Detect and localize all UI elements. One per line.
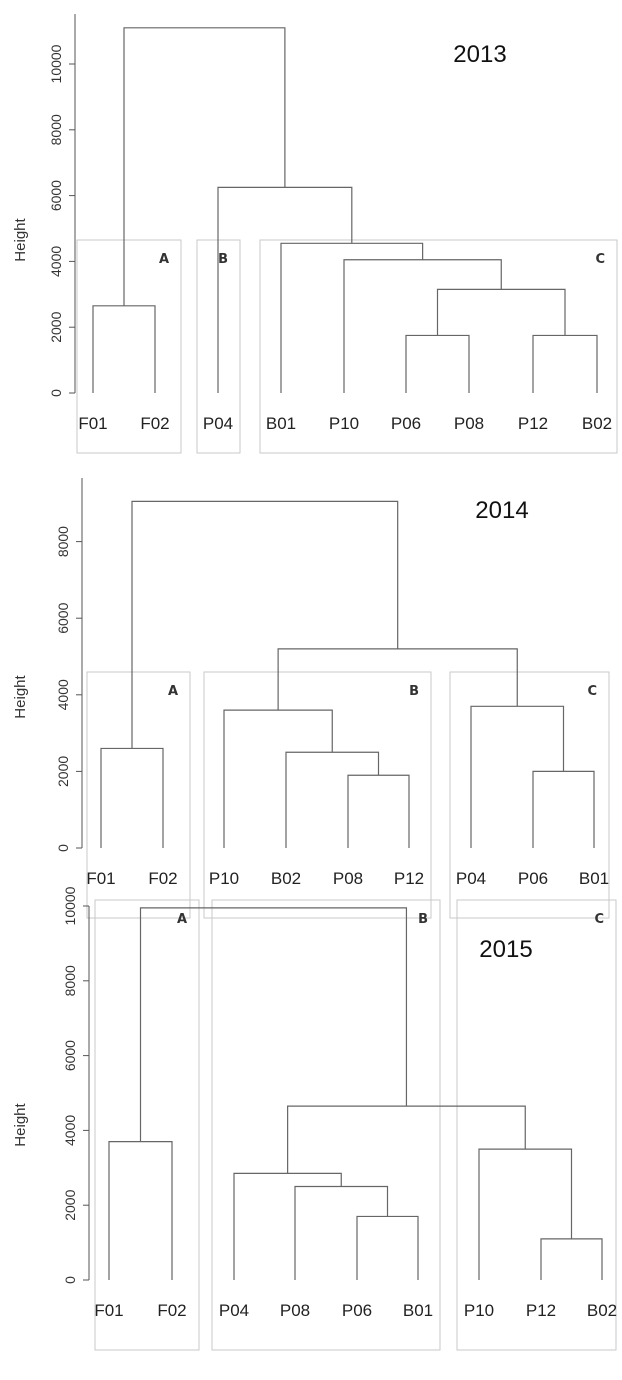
cluster-label: B — [218, 252, 228, 267]
panel-title: 2013 — [453, 41, 506, 68]
leaf-label: P10 — [209, 869, 239, 888]
y-tick-label: 6000 — [55, 602, 71, 633]
leaf-label: B02 — [587, 1301, 617, 1320]
leaf-label: F02 — [157, 1301, 186, 1320]
leaf-label: F02 — [148, 869, 177, 888]
cluster-label: C — [595, 252, 605, 267]
leaf-label: P12 — [394, 869, 424, 888]
y-tick-label: 4000 — [62, 1115, 78, 1146]
leaf-label: P04 — [203, 414, 233, 433]
panel-title: 2015 — [479, 936, 532, 963]
merge-link — [100, 747, 164, 848]
y-tick-label: 2000 — [48, 311, 64, 342]
merge-link — [294, 1185, 389, 1280]
y-axis-title: Height — [12, 1102, 29, 1146]
cluster-label: B — [409, 684, 419, 699]
merge-link — [223, 709, 333, 848]
leaf-label: P04 — [456, 869, 486, 888]
cluster-box-B — [211, 899, 441, 1351]
cluster-label: A — [159, 252, 169, 267]
y-tick-label: 2000 — [55, 756, 71, 787]
y-tick-label: 8000 — [55, 526, 71, 557]
merge-link — [92, 305, 156, 393]
leaf-label: B01 — [266, 414, 296, 433]
leaf-label: P04 — [219, 1301, 249, 1320]
cluster-label: A — [168, 684, 178, 699]
y-tick-label: 2000 — [62, 1189, 78, 1220]
y-tick-label: 6000 — [62, 1040, 78, 1071]
merge-link — [478, 1148, 573, 1280]
leaf-label: P10 — [464, 1301, 494, 1320]
merge-link — [347, 774, 410, 848]
merge-link — [343, 259, 502, 393]
cluster-box-C — [259, 239, 618, 454]
dendrogram-panel-2013: 2013 A B C 0 2000 4000 6000 8000 10000 Height F01 F0… — [12, 14, 618, 454]
merge-link — [131, 500, 399, 749]
merge-link — [356, 1215, 419, 1280]
cluster-label: A — [177, 912, 187, 927]
cluster-box-A — [86, 671, 191, 919]
leaf-label: B01 — [403, 1301, 433, 1320]
merge-link — [123, 27, 286, 306]
panel-title: 2014 — [475, 497, 528, 524]
merge-link — [436, 288, 566, 336]
merge-link — [108, 1141, 173, 1280]
y-tick-label: 0 — [55, 844, 71, 852]
merge-link — [280, 242, 424, 393]
y-tick-label: 0 — [62, 1276, 78, 1284]
leaf-label: F01 — [86, 869, 115, 888]
y-tick-label: 10000 — [48, 44, 64, 83]
leaf-label: P06 — [391, 414, 421, 433]
merge-link — [405, 334, 470, 393]
y-tick-label: 8000 — [48, 114, 64, 145]
merge-link — [470, 705, 565, 848]
leaf-label: P12 — [526, 1301, 556, 1320]
y-tick-label: 10000 — [62, 886, 78, 925]
cluster-label: C — [587, 684, 597, 699]
dendrogram-panel-2015: 2015 A B C 0 2000 4000 6000 8000 10000 Height F01 F0… — [12, 886, 617, 1351]
cluster-label: B — [418, 912, 428, 927]
leaf-label: P08 — [333, 869, 363, 888]
merge-link — [285, 751, 380, 848]
leaf-label: F02 — [140, 414, 169, 433]
cluster-box-A — [76, 239, 182, 454]
y-axis-title: Height — [12, 674, 29, 718]
leaf-label: P08 — [454, 414, 484, 433]
leaf-label: P08 — [280, 1301, 310, 1320]
y-tick-label: 0 — [48, 389, 64, 397]
leaf-label: F01 — [78, 414, 107, 433]
y-axis-title: Height — [12, 217, 29, 261]
merge-link — [277, 648, 518, 711]
cluster-box-B — [203, 671, 432, 919]
cluster-label: C — [594, 912, 604, 927]
leaf-label: B02 — [582, 414, 612, 433]
y-tick-label: 8000 — [62, 965, 78, 996]
cluster-box-C — [449, 671, 610, 919]
leaf-label: P06 — [518, 869, 548, 888]
cluster-box-A — [94, 899, 200, 1351]
merge-link — [540, 1238, 603, 1280]
dendrogram-panel-2014: 2014 A B C 0 2000 4000 6000 8000 Height F01 F02 P10 B… — [12, 478, 610, 919]
y-tick-label: 4000 — [48, 246, 64, 277]
leaf-label: B01 — [579, 869, 609, 888]
y-tick-label: 6000 — [48, 180, 64, 211]
leaf-label: F01 — [94, 1301, 123, 1320]
merge-link — [233, 1172, 342, 1280]
leaf-label: B02 — [271, 869, 301, 888]
merge-link — [139, 907, 408, 1142]
merge-link — [287, 1105, 526, 1174]
cluster-box-C — [456, 899, 617, 1351]
leaf-label: P10 — [329, 414, 359, 433]
merge-link — [217, 186, 353, 393]
merge-link — [532, 770, 595, 848]
leaf-label: P12 — [518, 414, 548, 433]
merge-link — [532, 334, 598, 393]
y-tick-label: 4000 — [55, 679, 71, 710]
leaf-label: P06 — [342, 1301, 372, 1320]
